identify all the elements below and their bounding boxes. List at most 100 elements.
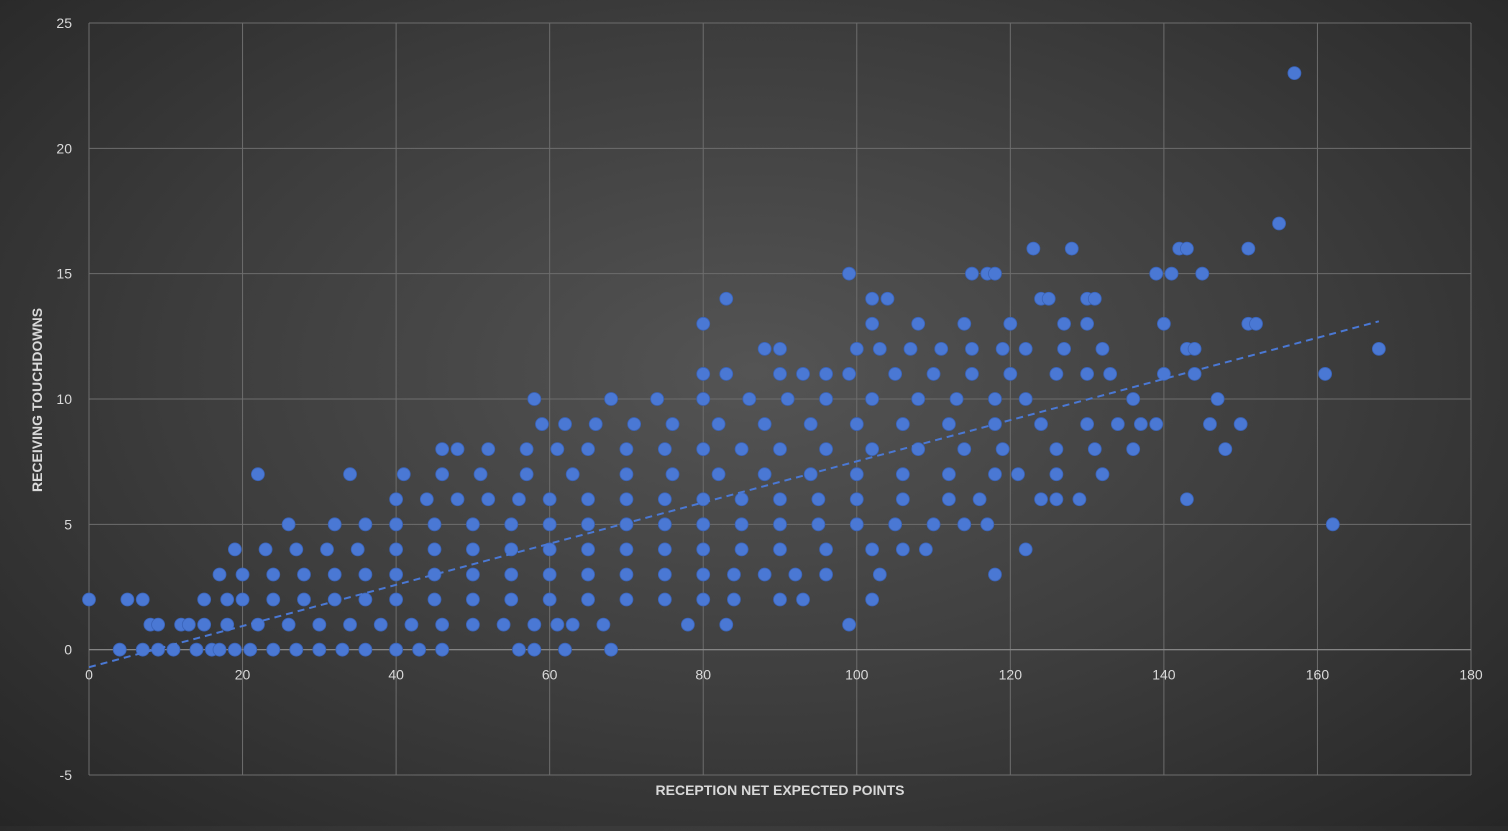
data-point	[849, 492, 864, 507]
data-point	[734, 492, 749, 507]
data-point	[166, 642, 181, 657]
data-point	[895, 542, 910, 557]
data-point	[627, 417, 642, 431]
data-point	[481, 492, 496, 507]
data-point	[1072, 492, 1087, 507]
data-point	[727, 567, 741, 582]
data-point	[312, 642, 327, 657]
data-point	[757, 417, 772, 431]
data-point	[473, 467, 488, 482]
data-point	[957, 517, 972, 532]
data-point	[266, 592, 281, 607]
data-point	[581, 442, 595, 457]
data-point	[1126, 392, 1141, 406]
data-point	[680, 617, 695, 632]
data-point	[696, 492, 711, 507]
data-point	[604, 392, 618, 406]
data-point	[619, 542, 634, 557]
data-point	[988, 467, 1002, 482]
data-point	[450, 492, 465, 507]
data-point	[995, 442, 1010, 457]
data-point	[842, 617, 856, 632]
data-point	[465, 542, 480, 557]
data-point	[696, 592, 711, 607]
data-point	[558, 417, 572, 431]
data-point	[358, 592, 373, 607]
data-point	[220, 617, 235, 632]
data-point	[1249, 316, 1263, 331]
data-point	[980, 517, 995, 532]
data-point	[1049, 367, 1064, 381]
data-point	[895, 417, 910, 431]
x-axis-title: RECEPTION NET EXPECTED POINTS	[656, 782, 905, 798]
data-point	[849, 341, 864, 356]
data-point	[696, 367, 711, 381]
data-point	[657, 492, 672, 507]
data-point	[657, 517, 672, 532]
data-point	[619, 517, 634, 532]
data-point	[1210, 392, 1225, 406]
data-point	[212, 567, 227, 582]
data-point	[865, 442, 880, 457]
data-point	[865, 542, 880, 557]
data-point	[481, 442, 496, 457]
data-point	[711, 417, 726, 431]
data-point	[527, 392, 542, 406]
data-point	[227, 542, 242, 557]
data-point	[865, 316, 880, 331]
data-point	[527, 642, 542, 657]
data-point	[565, 617, 580, 632]
trendline-layer	[88, 320, 1380, 669]
data-point	[389, 492, 404, 507]
y-tick-label: 5	[64, 516, 72, 532]
data-point	[1034, 492, 1048, 507]
data-point	[289, 542, 304, 557]
data-point	[281, 517, 296, 532]
data-point	[773, 542, 787, 557]
x-tick-label: 20	[235, 667, 251, 683]
data-point	[619, 442, 634, 457]
data-point	[227, 642, 242, 657]
data-point	[235, 567, 250, 582]
data-point	[297, 592, 311, 607]
data-point	[82, 592, 96, 607]
data-point	[796, 367, 810, 381]
y-tick-label: 0	[64, 642, 72, 658]
data-point	[542, 517, 557, 532]
data-point	[558, 642, 572, 657]
data-point	[811, 517, 826, 532]
data-point	[1126, 442, 1141, 457]
x-tick-label: 180	[1459, 667, 1483, 683]
data-point	[872, 567, 887, 582]
data-point	[343, 617, 357, 632]
data-point	[350, 542, 365, 557]
data-point	[842, 266, 856, 281]
data-point	[1187, 367, 1202, 381]
x-tick-label: 0	[85, 667, 93, 683]
data-point	[1103, 367, 1118, 381]
data-point	[757, 341, 772, 356]
data-point	[1003, 316, 1018, 331]
data-point	[465, 592, 480, 607]
data-point	[212, 642, 227, 657]
data-point	[1057, 316, 1071, 331]
data-point	[504, 592, 519, 607]
data-point	[665, 467, 680, 482]
data-point	[819, 392, 833, 406]
data-point	[926, 367, 941, 381]
data-point	[619, 492, 634, 507]
data-point	[465, 567, 480, 582]
data-point	[849, 467, 864, 482]
data-point	[1371, 341, 1386, 356]
data-point	[435, 467, 450, 482]
data-point	[1011, 467, 1025, 482]
data-points	[82, 66, 1386, 657]
data-point	[604, 642, 618, 657]
data-point	[289, 642, 304, 657]
data-point	[1110, 417, 1125, 431]
data-point	[373, 617, 388, 632]
data-point	[796, 592, 810, 607]
data-point	[719, 617, 734, 632]
tick-labels: 0 20 40 60 80 100 120 140 160 180 -5 0 5 10 15 20 25	[56, 15, 1482, 783]
data-point	[519, 467, 534, 482]
